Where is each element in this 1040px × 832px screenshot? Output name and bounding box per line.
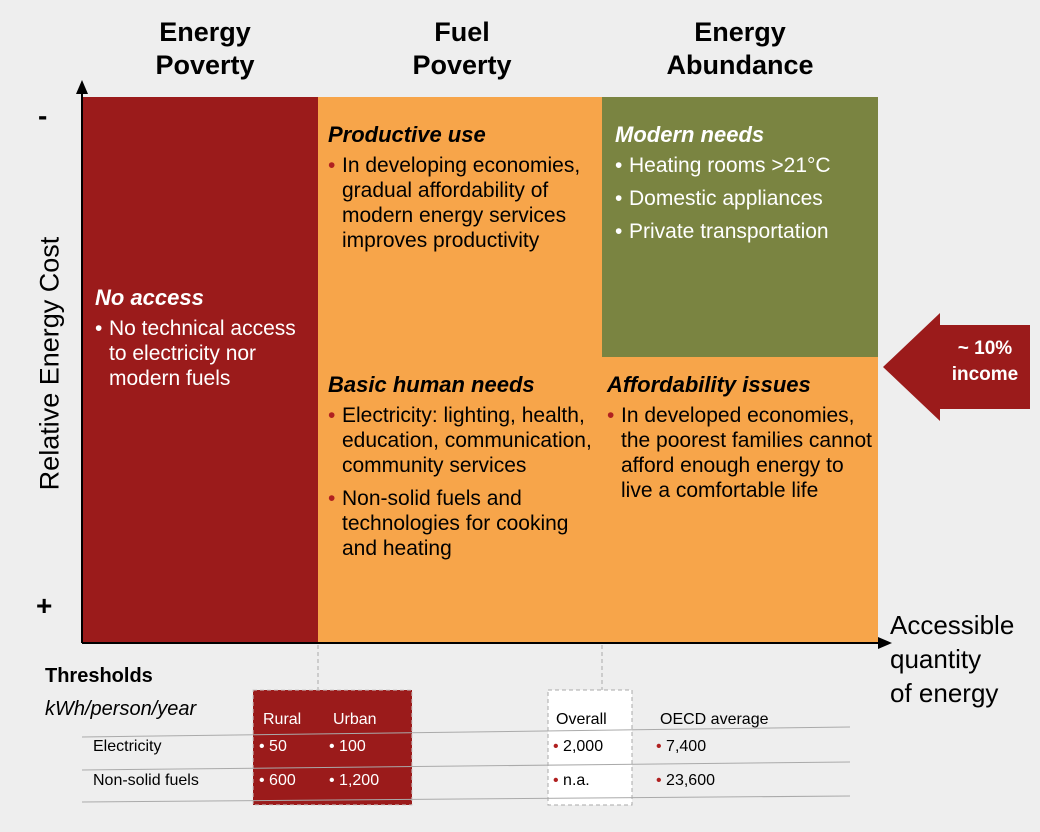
cell: Basic human needs Electricity: lighting, … (328, 372, 596, 569)
table-header: Overall (556, 711, 607, 728)
row-value: 7,400 (656, 738, 706, 756)
table-header: Rural (263, 711, 302, 728)
cell: Affordability issues In developed economi… (607, 372, 879, 511)
cell-title: Affordability issues (607, 372, 811, 397)
y-top: - (38, 100, 48, 131)
row-label: Electricity (93, 738, 162, 755)
y-bottom: + (36, 590, 53, 621)
thresholds-title: Thresholds (45, 665, 153, 687)
x-label-line: of energy (890, 678, 999, 708)
cell: Productive use In developing economies, g… (328, 122, 590, 261)
x-arrow (878, 637, 892, 649)
x-label: Accessible quantity of energy (890, 608, 1014, 710)
row-value: 23,600 (656, 772, 715, 790)
y-arrow (76, 80, 88, 94)
row-value: 1,200 (329, 772, 379, 790)
cell-title: Modern needs (615, 122, 765, 147)
table-rule (81, 726, 851, 738)
table-header: OECD average (660, 711, 769, 728)
callout-arrow (883, 313, 1030, 421)
bullet: Domestic appliances (615, 186, 865, 211)
row-value: 600 (259, 772, 296, 790)
row-value: 50 (259, 738, 287, 756)
row-label: Non-solid fuels (93, 772, 199, 789)
thresholds-unit: kWh/person/year (45, 698, 197, 720)
row-value: n.a. (553, 772, 590, 790)
bullet: No technical access to electricity nor m… (95, 316, 310, 391)
cell: No access No technical access to electric… (95, 285, 310, 399)
callout: ~ 10% income (940, 336, 1030, 388)
column-header: Energy Poverty (155, 17, 255, 80)
cell-title: Basic human needs (328, 372, 535, 397)
table-header: Urban (333, 711, 377, 728)
row-value: 100 (329, 738, 366, 756)
table-rule (81, 795, 851, 803)
cell: Modern needs Heating rooms >21°C Domestic … (615, 122, 865, 252)
table-rule (81, 761, 851, 771)
row-value: 2,000 (553, 738, 603, 756)
bullet: Electricity: lighting, health, education… (328, 403, 596, 478)
bullet: In developing economies, gradual afforda… (328, 153, 590, 253)
column-header: Energy Abundance (666, 17, 814, 80)
callout-line: income (951, 364, 1019, 385)
bullet: In developed economies, the poorest fami… (607, 403, 879, 503)
x-label-line: quantity (890, 644, 982, 674)
bullet: Non-solid fuels and technologies for coo… (328, 486, 596, 561)
cell-title: Productive use (328, 122, 486, 147)
callout-line: ~ 10% (957, 338, 1013, 359)
column-header: Fuel Poverty (412, 17, 512, 80)
bullet: Private transportation (615, 219, 865, 244)
y-label: Relative Energy Cost (34, 236, 65, 491)
cell-title: No access (95, 285, 204, 310)
bullet: Heating rooms >21°C (615, 153, 865, 178)
x-label-line: Accessible (890, 610, 1015, 640)
